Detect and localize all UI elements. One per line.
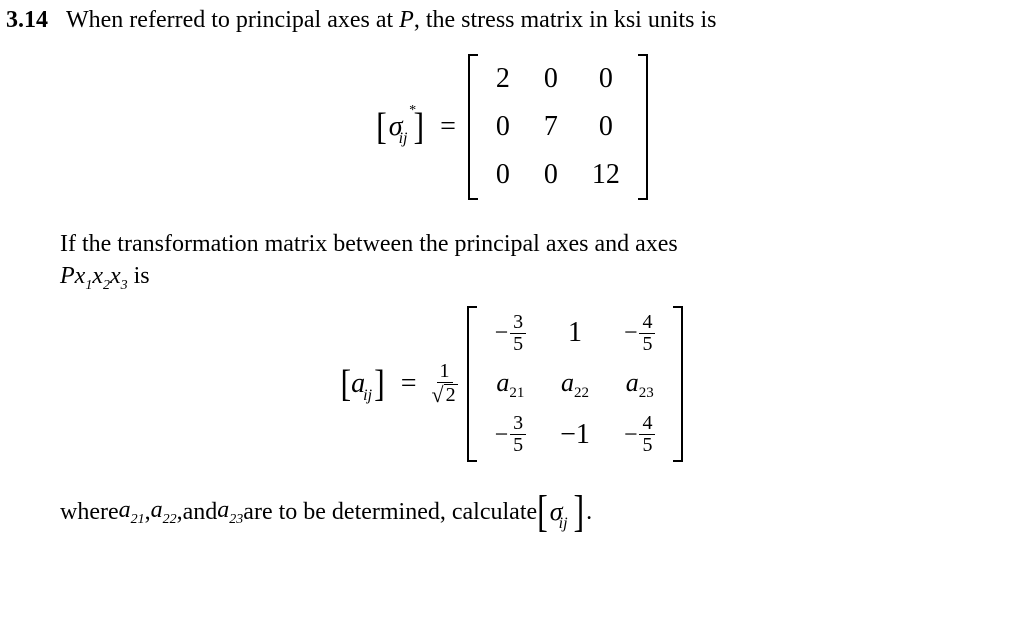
m-cell: 0 <box>496 108 510 146</box>
sigma-bracket: [ σij ] <box>537 490 584 533</box>
problem-number: 3.14 <box>6 7 48 33</box>
t-cell: −35 <box>495 312 527 355</box>
sigma-symbol: σ*ij <box>387 108 414 146</box>
t-cell: a21 <box>496 365 524 403</box>
sqrt-2: √2 <box>432 383 458 406</box>
stress-matrix-equation: [ σ*ij ] = 2 0 0 0 7 0 0 0 12 <box>6 54 1014 199</box>
scalar-fraction: 1 √2 <box>429 361 461 407</box>
sigma-sub: ij <box>399 130 408 147</box>
a-bracket: [ aij ] <box>337 362 389 405</box>
a23: a23 <box>217 494 243 530</box>
stress-matrix-body: 2 0 0 0 7 0 0 0 12 <box>478 54 638 199</box>
equals-sign-2: = <box>395 365 423 403</box>
t-cell: −45 <box>624 312 656 355</box>
t-cell: −1 <box>560 416 590 454</box>
page: 3.14 When referred to principal axes at … <box>0 0 1024 543</box>
intro-line: 3.14 When referred to principal axes at … <box>6 4 1014 36</box>
m-cell: 7 <box>544 108 558 146</box>
stress-matrix: 2 0 0 0 7 0 0 0 12 <box>468 54 648 199</box>
final-period: . <box>586 496 592 528</box>
a22: a22 <box>151 494 177 530</box>
a21: a21 <box>119 494 145 530</box>
equation-row-2: [ aij ] = 1 √2 −35 <box>337 306 684 462</box>
t-cell: a23 <box>626 365 654 403</box>
t-cell: −35 <box>495 413 527 456</box>
intro-text: When referred to principal axes at <box>66 7 399 33</box>
m-cell: 0 <box>544 60 558 98</box>
transformation-matrix-body: −35 1 −45 a21 a22 a23 −35 −1 −45 <box>477 306 674 462</box>
t-cell: a22 <box>561 365 589 403</box>
final-line: where a21, a22, and a23 are to be determ… <box>60 490 1014 533</box>
m-cell: 0 <box>599 108 613 146</box>
m-cell: 12 <box>592 156 620 194</box>
m-cell: 0 <box>496 156 510 194</box>
point-p: P <box>399 7 414 33</box>
equals-sign: = <box>434 108 462 146</box>
transformation-matrix-equation: [ aij ] = 1 √2 −35 <box>6 306 1014 462</box>
axes-label: Px1x2x3 <box>60 263 134 289</box>
transformation-paragraph: If the transformation matrix between the… <box>60 228 1014 296</box>
sigma-star-bracket: [ σ*ij ] <box>372 105 428 148</box>
m-cell: 0 <box>544 156 558 194</box>
intro-suffix: , the stress matrix in ksi units is <box>414 7 717 33</box>
a-sub: ij <box>363 387 372 404</box>
m-cell: 0 <box>599 60 613 98</box>
equation-row-1: [ σ*ij ] = 2 0 0 0 7 0 0 0 12 <box>372 54 648 199</box>
m-cell: 2 <box>496 60 510 98</box>
t-cell: −45 <box>624 413 656 456</box>
t-cell: 1 <box>568 314 582 352</box>
a-symbol: aij <box>351 365 374 403</box>
transformation-matrix: −35 1 −45 a21 a22 a23 −35 −1 −45 <box>467 306 684 462</box>
